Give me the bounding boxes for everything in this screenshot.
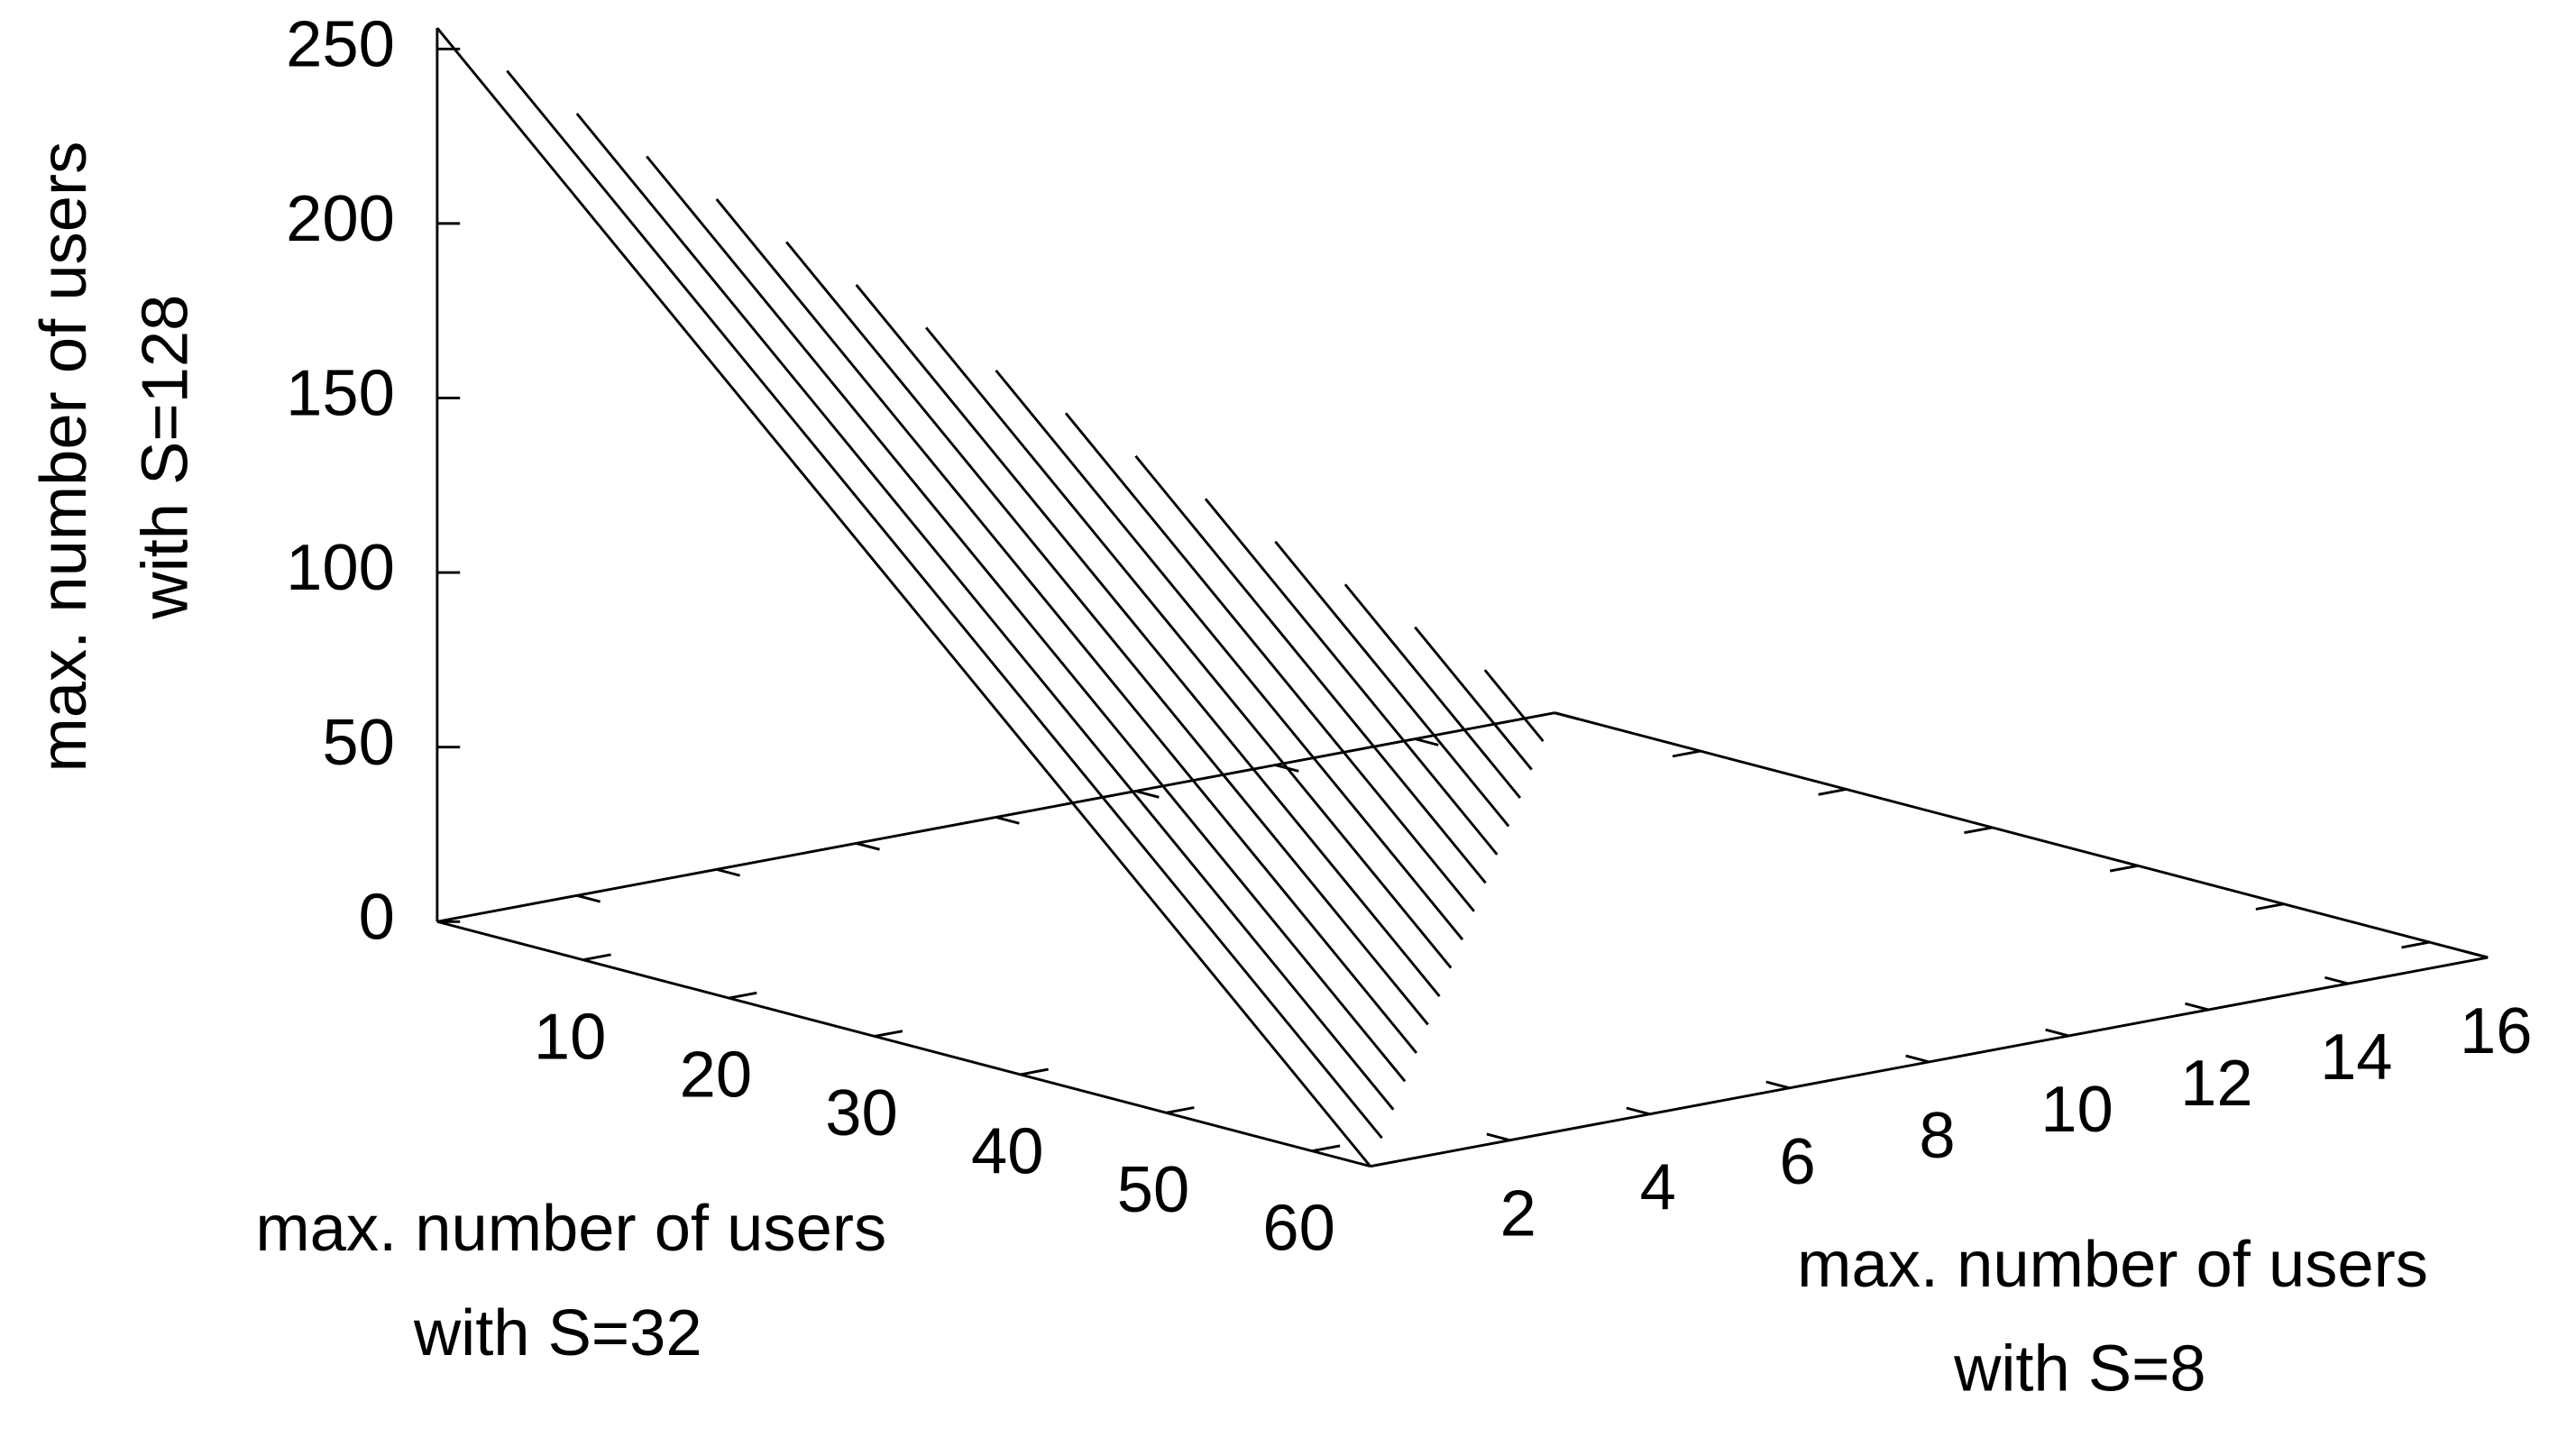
z-axis-label: max. number of users	[27, 142, 100, 773]
x-tick	[1964, 826, 1993, 835]
z-tick-label: 0	[359, 880, 395, 953]
x-tick	[2109, 864, 2139, 873]
surface-line	[1343, 583, 1522, 799]
surface-line	[506, 69, 1383, 1140]
surface-line	[575, 113, 1395, 1111]
y-tick	[1765, 1080, 1790, 1090]
y-tick	[2463, 949, 2489, 959]
y-tick	[1905, 1054, 1930, 1064]
y-tick	[716, 867, 740, 877]
x-tick	[2401, 940, 2430, 949]
x-tick	[1818, 788, 1847, 796]
y-tick	[995, 816, 1020, 825]
x-axis-label: with S=32	[413, 1296, 702, 1369]
x-axis	[436, 920, 1371, 1168]
surface-line	[925, 326, 1453, 969]
y-tick	[1554, 711, 1579, 720]
z-tick-label: 250	[286, 7, 395, 80]
y-axis-label: with S=8	[1953, 1332, 2206, 1406]
x-tick-label: 10	[534, 1000, 607, 1073]
surface-line	[785, 241, 1429, 1026]
y-tick-label: 4	[1640, 1151, 1676, 1224]
y-tick	[856, 842, 880, 851]
x-axis-label: max. number of users	[255, 1192, 886, 1265]
x-tick	[1311, 1144, 1341, 1153]
x-tick-label: 60	[1262, 1191, 1335, 1264]
surface-line	[436, 27, 1371, 1168]
z-tick-label: 50	[322, 706, 394, 779]
x-tick	[1166, 1106, 1195, 1114]
x-tick	[874, 1030, 903, 1038]
y-tick-label: 12	[2180, 1047, 2253, 1120]
y-tick-label: 16	[2460, 994, 2533, 1067]
y-tick-label: 14	[2320, 1021, 2393, 1094]
x-tick	[582, 953, 611, 962]
surface-line	[1134, 454, 1487, 884]
surface-line	[715, 198, 1418, 1054]
x-tick-label: 30	[825, 1076, 898, 1149]
x-tick	[729, 991, 757, 1000]
y-axis-label: max. number of users	[1797, 1228, 2428, 1301]
y-tick	[2324, 975, 2349, 985]
z-axis-label: with S=128	[128, 295, 201, 620]
surface-line	[646, 155, 1407, 1083]
z-tick-label: 200	[286, 182, 395, 255]
y-tick	[1414, 737, 1439, 746]
x-tick	[2255, 902, 2285, 911]
surface-line	[1414, 626, 1533, 771]
y-tick	[1626, 1106, 1651, 1116]
y-tick	[2045, 1028, 2069, 1038]
surface-line	[1204, 498, 1499, 856]
x-tick-label: 20	[680, 1039, 752, 1112]
surface-line	[855, 283, 1441, 997]
x-tick-label: 40	[971, 1114, 1044, 1187]
y-tick	[576, 893, 601, 903]
z-tick-label: 100	[286, 531, 395, 604]
z-tick-label: 150	[286, 357, 395, 430]
y-tick-label: 10	[2040, 1073, 2113, 1146]
x-tick-label: 50	[1117, 1153, 1190, 1226]
y-axis	[1370, 956, 2489, 1168]
y-tick	[1486, 1132, 1511, 1142]
x-tick	[1020, 1067, 1049, 1076]
y-tick-label: 8	[1919, 1099, 1955, 1172]
y-tick	[1135, 790, 1160, 799]
y-tick	[2185, 1002, 2209, 1012]
y-tick-label: 6	[1780, 1125, 1816, 1198]
y-tick-label: 2	[1500, 1177, 1536, 1250]
surface-line	[1064, 412, 1475, 912]
back-edge	[1554, 711, 2489, 959]
surface-line	[1483, 669, 1545, 743]
surface-line	[995, 369, 1464, 941]
x-tick	[1672, 749, 1701, 758]
surface-line	[1274, 540, 1510, 828]
